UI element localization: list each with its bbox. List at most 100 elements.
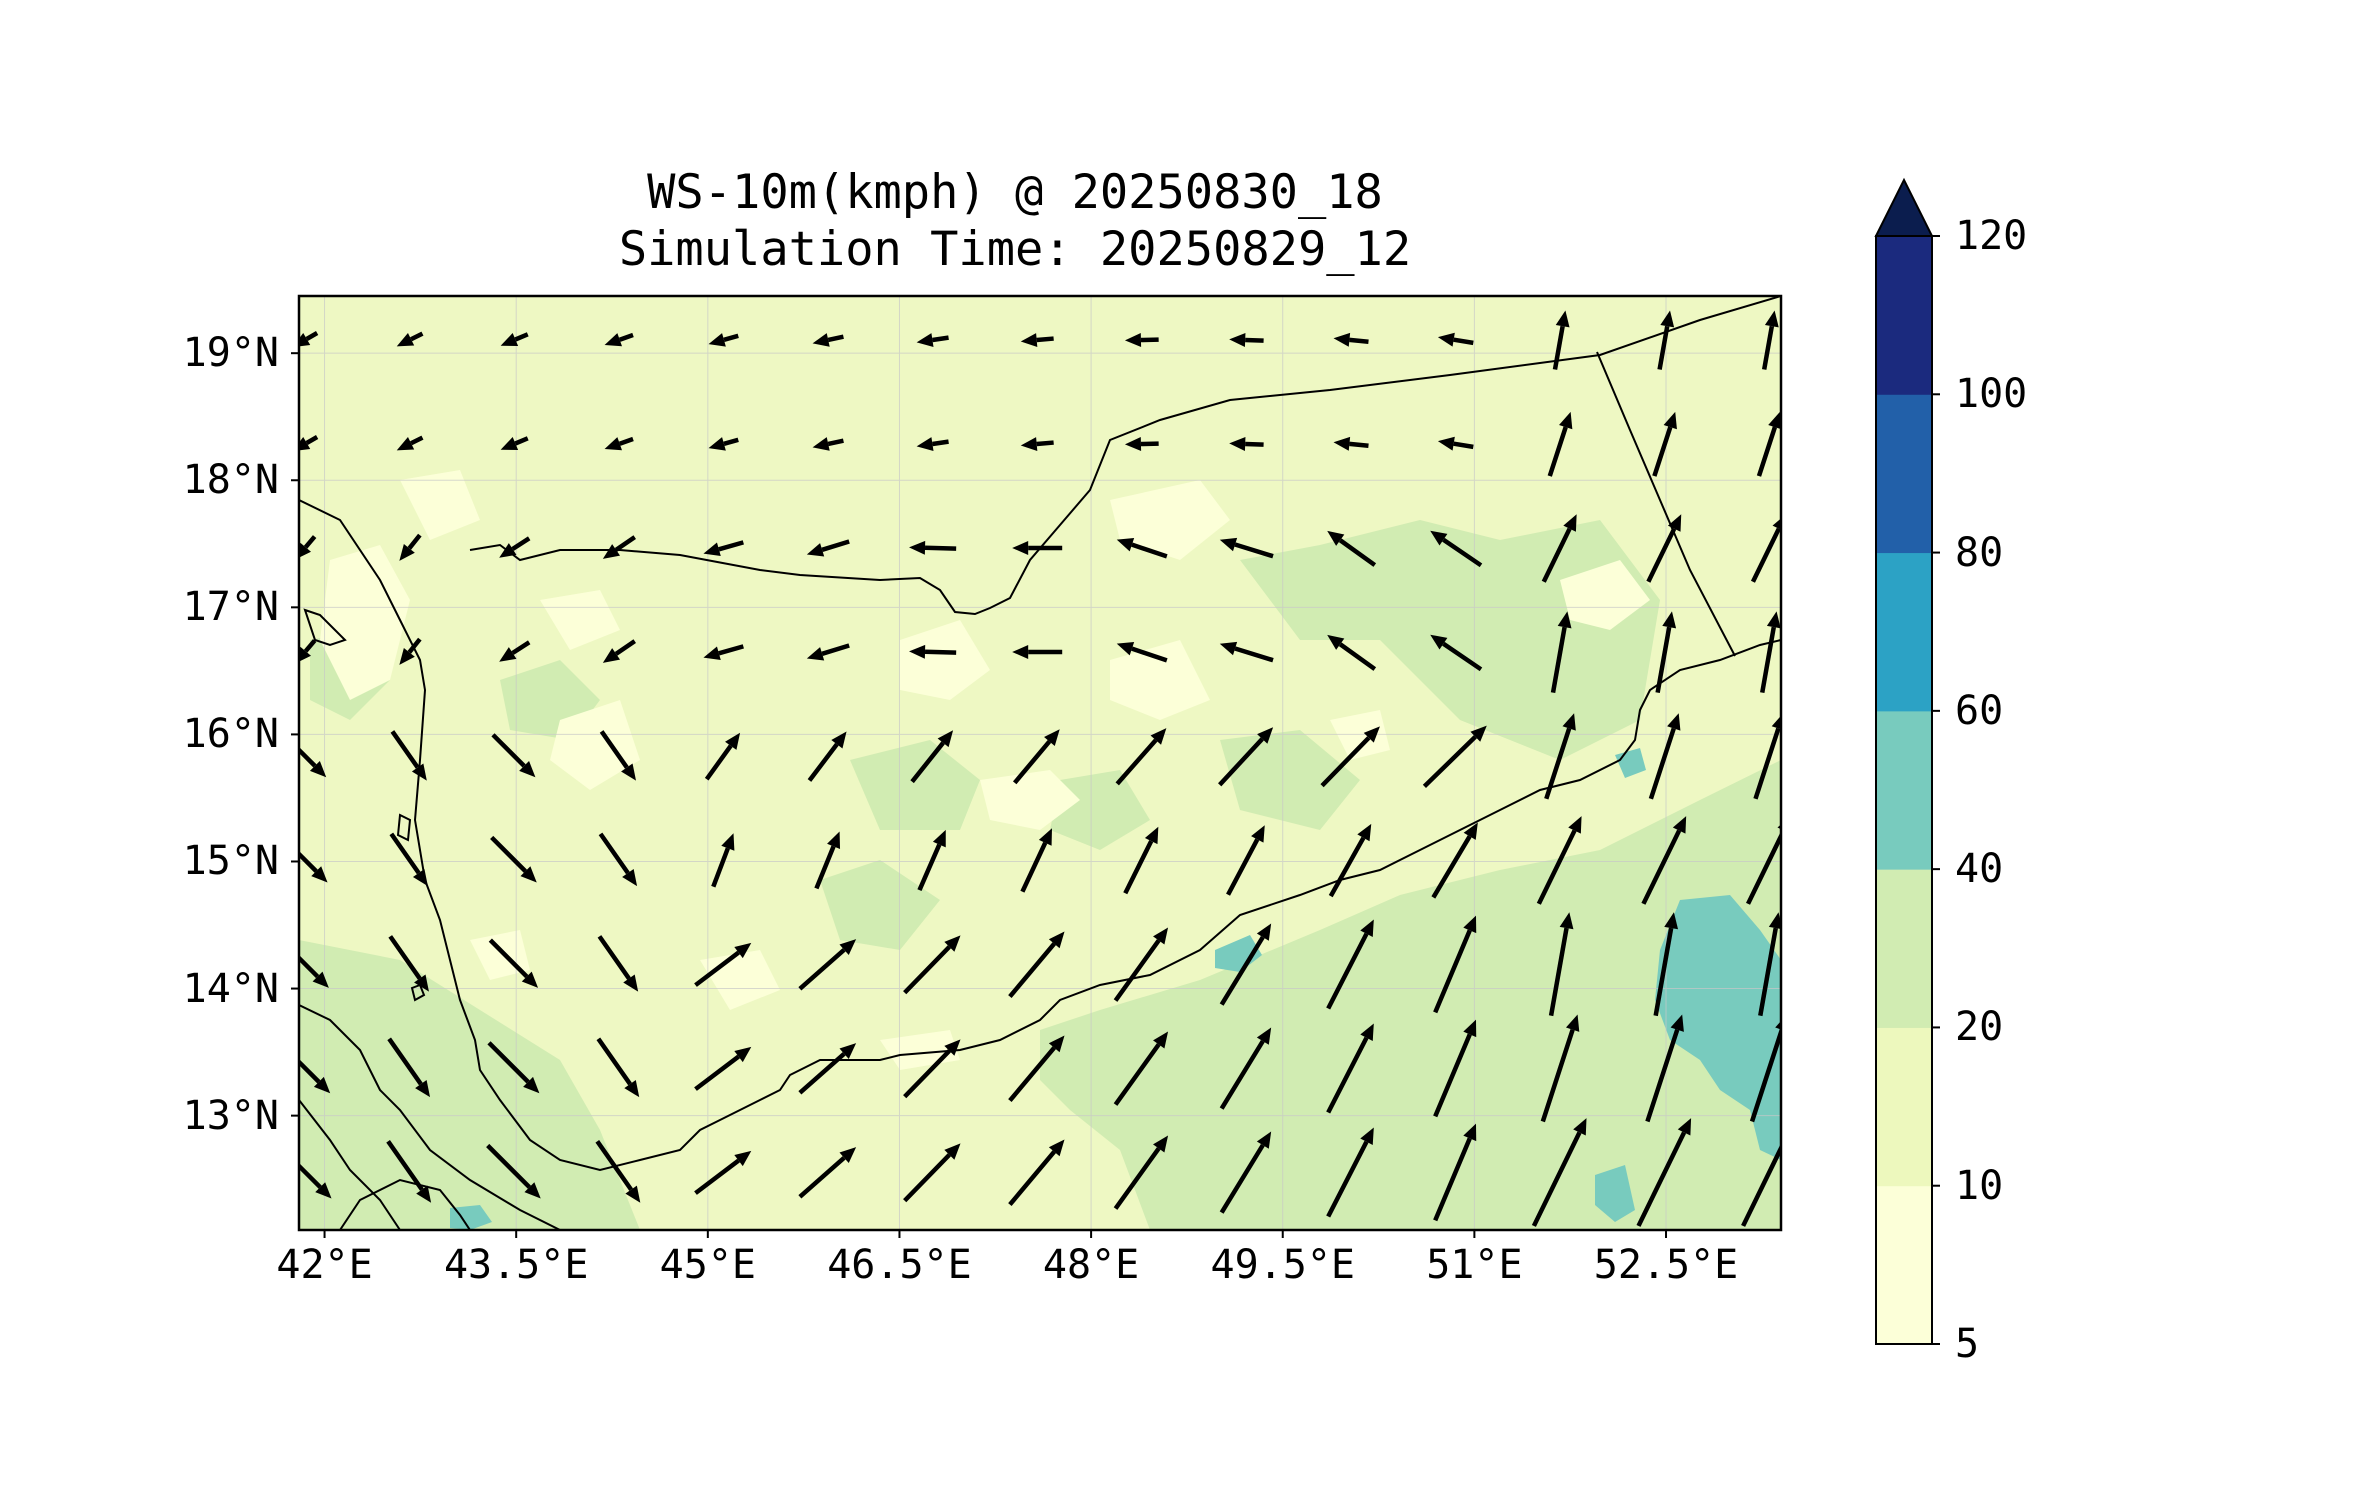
wind-arrow [812,333,844,347]
wind-arrow [499,536,531,558]
wind-arrow [491,733,536,778]
wind-arrow [903,935,961,995]
colorbar-segment [1876,869,1932,1028]
wind-arrow [599,730,637,781]
wind-arrow [1437,436,1474,451]
wind-arrow [807,731,847,782]
wind-arrow [598,832,638,887]
wind-arrow [1761,310,1779,370]
wind-arrow [1008,1035,1065,1103]
wind-arrow [1113,1135,1169,1210]
colorbar-tick-label: 40 [1955,846,2004,893]
wind-arrow [903,1143,961,1203]
wind-arrow [1020,828,1052,893]
wind-arrow [1433,915,1477,1014]
wind-arrow [916,333,949,347]
wind-arrow [389,832,428,887]
wind-arrow [1636,1118,1692,1227]
colorbar-tick-label: 60 [1955,687,2004,734]
wind-arrow [703,540,744,557]
x-tick-label: 48°E [1042,1242,1140,1288]
wind-arrow [708,333,739,347]
wind-arrow [1749,1021,1781,1123]
wind-arrow [1226,825,1265,896]
wind-arrow [596,1037,640,1098]
x-tick-label: 49.5°E [1210,1242,1355,1288]
y-tick-label: 16°N [182,711,279,758]
wind-arrow [1741,1143,1781,1227]
wind-arrow [916,437,949,451]
y-tick-label: 17°N [182,584,279,631]
wind-arrow [798,1147,857,1199]
wind-arrow [1328,823,1372,898]
wind-arrow [806,539,850,557]
wind-arrow [595,1139,641,1203]
wind-vectors [299,310,1781,1227]
wind-arrow [711,833,735,888]
wind-arrow [1550,611,1572,694]
wind-arrow [1430,530,1483,568]
colorbar-segment [1876,710,1932,870]
wind-arrow [703,644,744,661]
wind-arrow [388,935,429,992]
wind-arrow [1327,634,1377,671]
wind-arrow [1547,411,1573,477]
wind-arrow [1540,1014,1580,1123]
wind-arrow [1750,518,1781,583]
x-tick-label: 46.5°E [827,1242,972,1288]
wind-arrow [602,639,637,663]
wind-arrow [396,435,424,451]
wind-arrow [500,436,529,450]
wind-arrow [1657,310,1675,370]
colorbar-tick-label: 120 [1955,213,2028,259]
colorbar-segment [1876,1027,1932,1187]
wind-arrow [1544,713,1576,800]
wind-arrow [1113,927,1169,1002]
wind-arrow [1641,816,1687,905]
wind-arrow [910,730,954,784]
wind-arrow [1760,611,1781,694]
colorbar-tick-label: 5 [1955,1321,1980,1367]
wind-arrow [1219,1131,1272,1214]
colorbar-segment [1876,236,1932,395]
x-tick-label: 51°E [1426,1242,1523,1288]
wind-arrow [1531,1118,1587,1227]
wind-arrow [602,535,637,559]
wind-arrow [798,939,857,991]
y-tick-label: 13°N [182,1092,279,1139]
wind-arrow [1327,530,1377,567]
wind-arrow [1648,713,1681,800]
x-tick-label: 52.5°E [1593,1242,1739,1288]
wind-arrow [903,1039,961,1099]
dahlak-islands [303,608,347,647]
wind-arrow [1124,333,1159,348]
wind-arrow [1753,715,1781,800]
wind-arrow [1431,822,1478,899]
x-tick-label: 45°E [659,1242,756,1288]
wind-arrow [1655,611,1677,694]
wind-arrow [798,1043,857,1095]
wind-arrow [488,938,539,988]
wind-arrow [1020,333,1054,348]
wind-arrow [1333,436,1369,451]
y-tick-label: 15°N [182,838,279,885]
wind-arrow [1115,728,1167,786]
wind-arrow [597,935,639,992]
wind-arrow [299,331,319,347]
wind-arrow [1012,541,1063,555]
wind-arrow [1758,912,1781,1017]
colorbar-frame [1875,235,1933,1345]
wind-arrow [1008,931,1065,999]
wind-arrow [604,436,634,451]
colorbar-tick-label: 20 [1955,1004,2004,1051]
colorbar-tick-label: 80 [1955,529,2004,576]
axis-tick-marks [291,352,1668,1238]
y-tick-label: 14°N [182,965,279,1012]
colorbar-tick-label: 100 [1955,371,2028,418]
wind-arrow [909,644,957,659]
wind-speed-5-10-patches [320,470,1650,1070]
wind-arrow [708,437,739,451]
wind-arrow [909,540,957,555]
wind-arrow [1430,634,1483,672]
